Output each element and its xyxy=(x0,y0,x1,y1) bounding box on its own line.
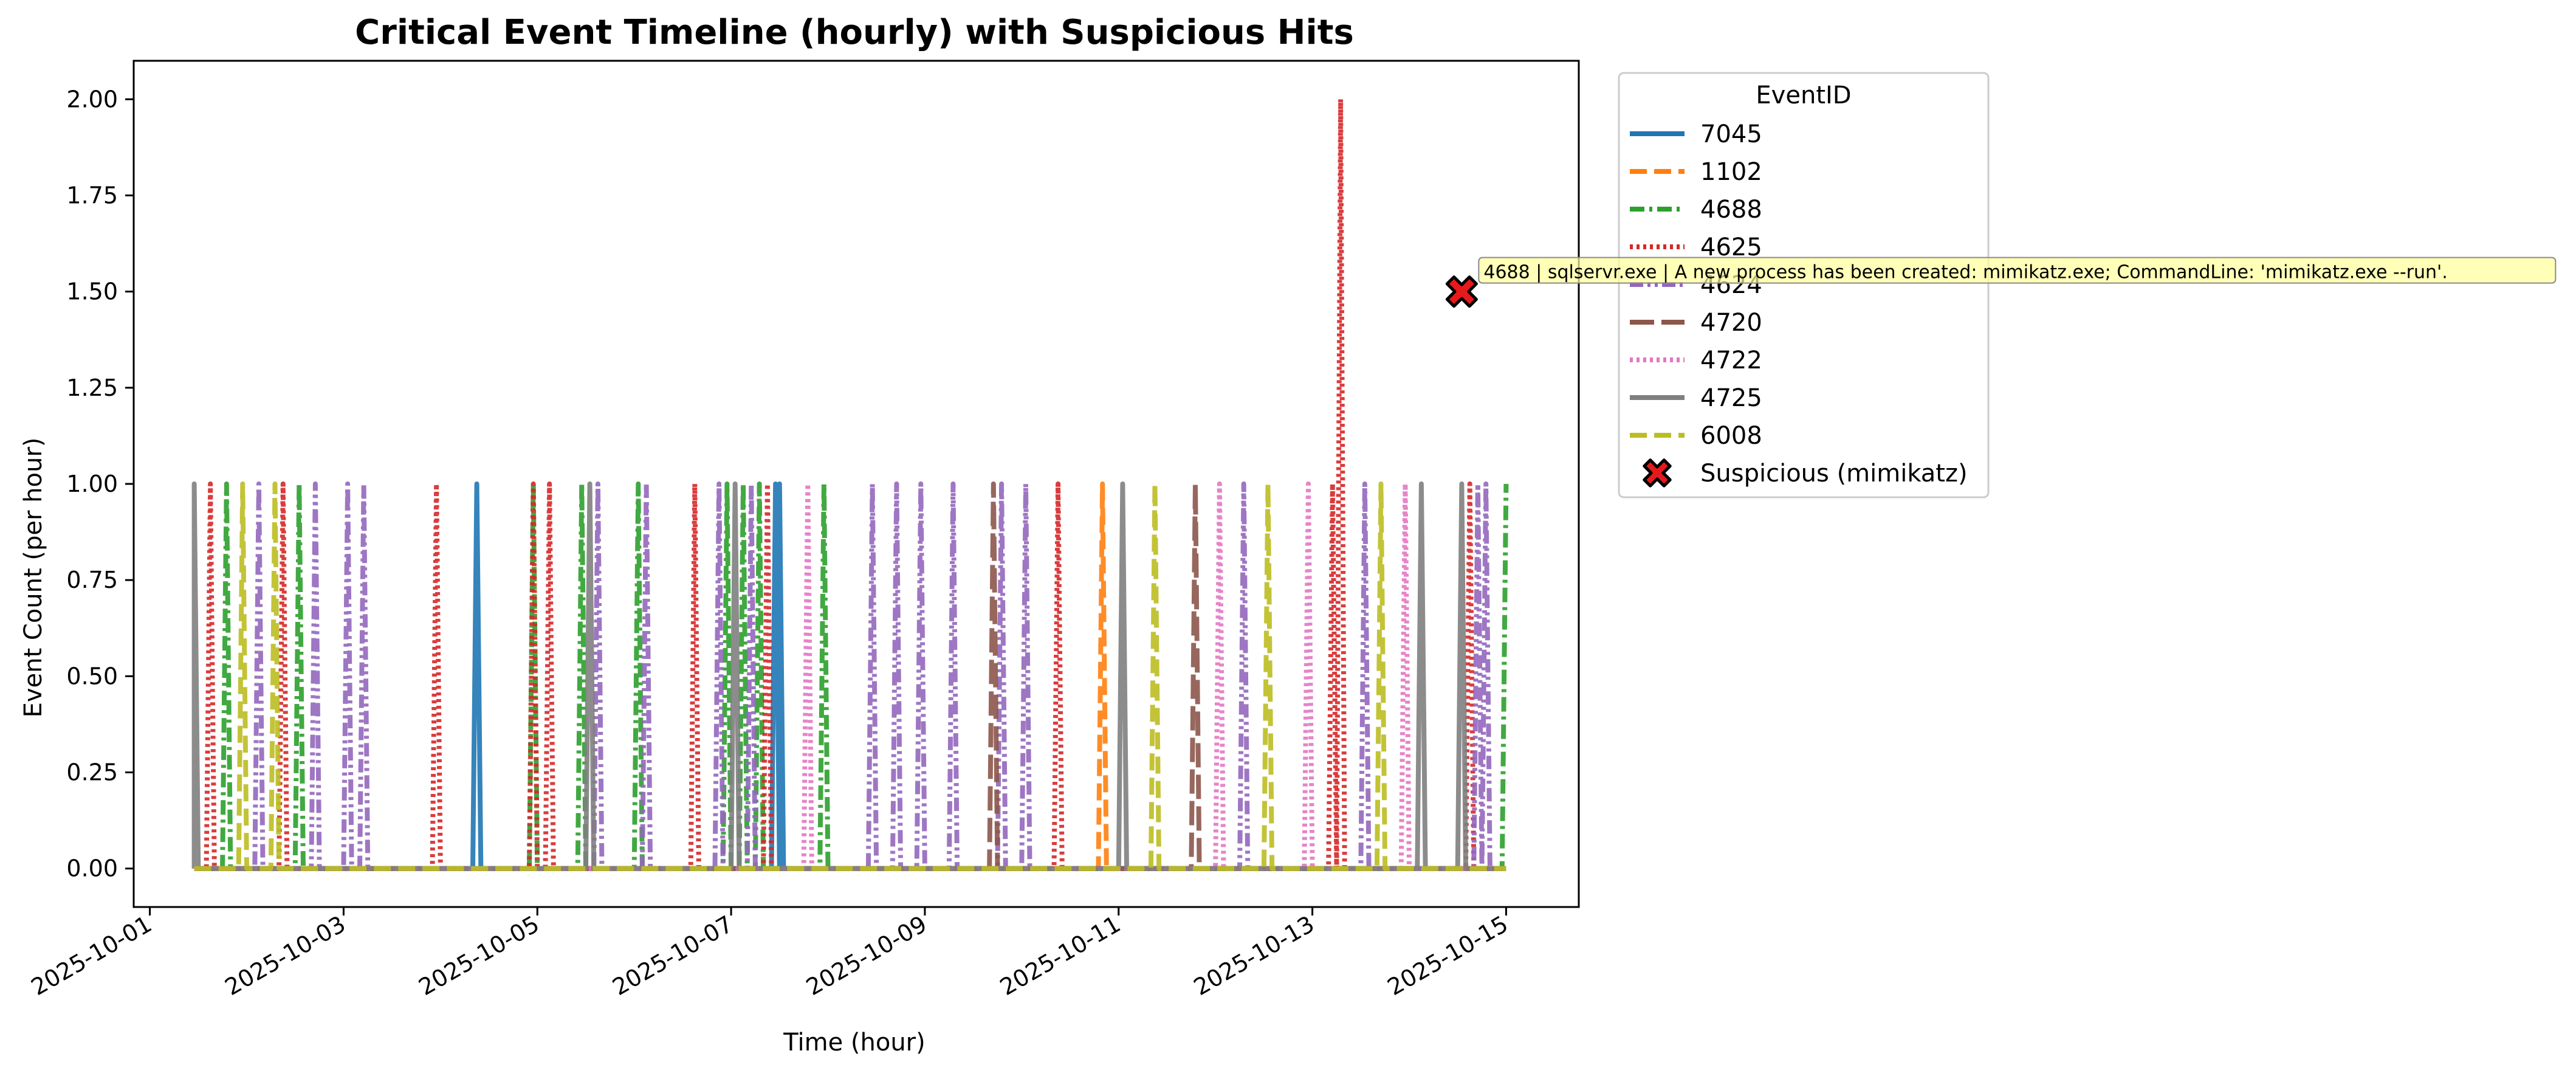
chart-title: Critical Event Timeline (hourly) with Su… xyxy=(355,13,1354,52)
suspicious-annotation: 4688 | sqlservr.exe | A new process has … xyxy=(1483,262,2447,283)
y-tick-label: 0.50 xyxy=(66,663,118,689)
series-line-4722 xyxy=(194,481,1506,871)
legend-swatch-suspicious xyxy=(1643,458,1672,488)
y-tick-label: 1.25 xyxy=(66,374,118,401)
legend-label-4720: 4720 xyxy=(1700,309,1762,337)
y-tick-label: 1.50 xyxy=(66,278,118,305)
legend-label-1102: 1102 xyxy=(1700,158,1762,186)
y-tick-label: 0.00 xyxy=(66,855,118,882)
y-tick-label: 2.00 xyxy=(66,86,118,112)
y-tick-label: 0.25 xyxy=(66,759,118,786)
legend: EventID704511024688462546244720472247256… xyxy=(1618,72,1990,498)
series-line-6008 xyxy=(194,481,1506,871)
y-tick-label: 1.75 xyxy=(66,182,118,209)
y-axis-label: Event Count (per hour) xyxy=(19,438,47,718)
annotation-box xyxy=(1478,257,2557,284)
legend-label-4688: 4688 xyxy=(1700,196,1762,224)
legend-label-7045: 7045 xyxy=(1700,120,1762,148)
legend-box xyxy=(1618,72,1990,498)
suspicious-marker xyxy=(1445,275,1478,308)
legend-title: EventID xyxy=(1756,81,1851,109)
legend-label-4722: 4722 xyxy=(1700,347,1762,374)
legend-label-4625: 4625 xyxy=(1700,233,1762,261)
legend-label-suspicious: Suspicious (mimikatz) xyxy=(1700,460,1968,488)
series-line-7045 xyxy=(194,481,1506,871)
x-axis-label: Time (hour) xyxy=(783,1029,925,1057)
y-tick-label: 1.00 xyxy=(66,471,118,497)
legend-label-4725: 4725 xyxy=(1700,384,1762,412)
legend-label-6008: 6008 xyxy=(1700,422,1762,450)
series-line-4625 xyxy=(194,97,1506,871)
y-tick-label: 0.75 xyxy=(66,567,118,593)
